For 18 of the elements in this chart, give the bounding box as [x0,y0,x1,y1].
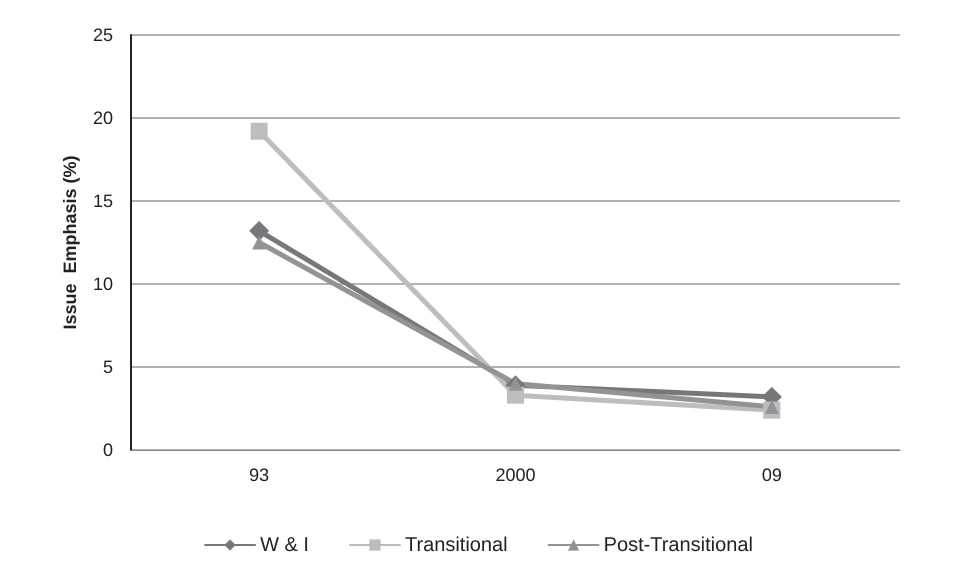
legend-label: W & I [260,534,309,556]
point [252,236,266,250]
x-tick-label: 2000 [495,465,536,485]
y-tick-label: 10 [92,274,113,294]
point [508,376,522,391]
y-tick-label: 20 [92,108,113,128]
y-tick-label: 0 [102,440,113,460]
legend-label: Post-Transitional [604,534,753,556]
point [250,122,268,140]
point [764,400,779,414]
y-tick-label: 5 [102,357,113,377]
x-tick-label: 93 [249,465,270,485]
x-tick-label: 09 [762,465,782,485]
y-axis-title: Issue Emphasis (%) [60,155,80,330]
point [249,220,270,241]
y-tick-label: 15 [92,191,113,211]
legend-label: Transitional [404,534,508,556]
y-tick-label: 25 [92,25,113,45]
